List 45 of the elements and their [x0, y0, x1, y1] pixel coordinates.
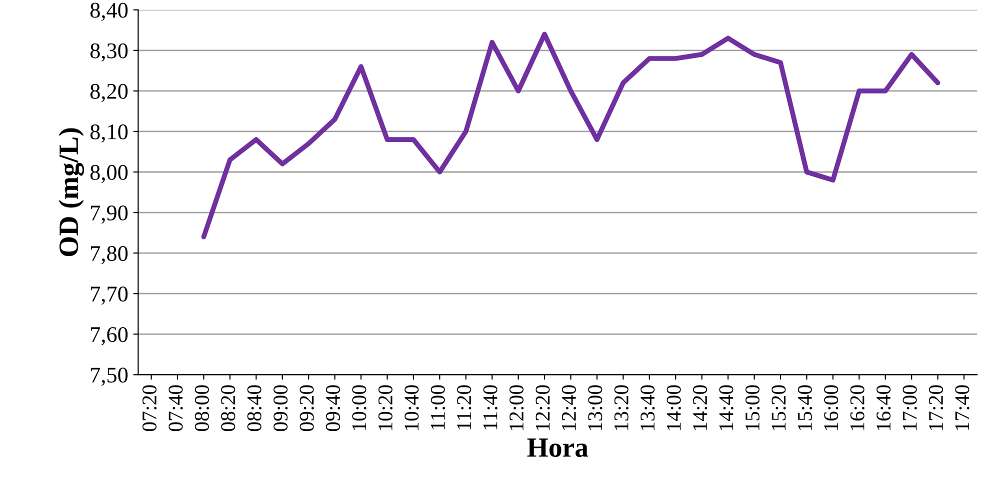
- x-tick-label: 17:20: [928, 385, 944, 430]
- x-tick-label: 09:00: [274, 385, 288, 432]
- x-tick-label: 15:00: [745, 385, 760, 430]
- x-tick-label: 16:00: [824, 385, 838, 430]
- x-tick-label: 10:40: [404, 385, 419, 430]
- x-tick-label: 17:00: [902, 385, 917, 430]
- x-tick-label: 11:00: [430, 385, 445, 430]
- x-tick-label: 14:40: [719, 385, 734, 430]
- x-tick-label: 13:40: [640, 385, 655, 430]
- x-tick-label: 16:20: [850, 385, 864, 430]
- x-tick-label: 09:20: [300, 385, 314, 432]
- x-tick-label: 12:00: [509, 385, 524, 430]
- x-tick-label: 07:40: [168, 385, 183, 432]
- x-tick-label: 15:20: [772, 385, 786, 430]
- x-tick-label: 12:40: [562, 385, 576, 430]
- x-tick-label: 12:20: [536, 385, 550, 430]
- x-tick-label: 14:20: [693, 385, 708, 430]
- x-axis-title: Hora: [527, 438, 588, 457]
- y-tick-label: 8,40: [90, 2, 128, 21]
- x-tick-label: 10:20: [378, 385, 393, 430]
- y-tick-label: 8,20: [90, 84, 128, 102]
- x-tick-label: 14:00: [666, 385, 681, 430]
- x-tick-label: 11:40: [483, 385, 498, 430]
- y-tick-label: 8,00: [90, 164, 128, 184]
- x-tick-label: 13:00: [588, 385, 602, 430]
- y-tick-label: 7,50: [91, 368, 128, 386]
- x-tick-label: 13:20: [614, 385, 629, 430]
- x-tick-label: 08:20: [221, 385, 236, 432]
- x-tick-label: 15:40: [798, 385, 812, 430]
- line-series: [201, 32, 940, 240]
- y-tick-label: 7,80: [91, 246, 128, 264]
- y-axis-title: OD (mg/L): [58, 128, 84, 256]
- y-tick-label: 7,90: [91, 205, 128, 224]
- x-tick-label: 09:40: [326, 385, 340, 432]
- x-tick-label: 17:40: [955, 385, 970, 430]
- x-tick-label: 08:40: [247, 385, 262, 432]
- y-tick-label: 8,30: [90, 43, 128, 62]
- x-tick-label: 07:20: [142, 385, 157, 432]
- x-tick-label: 11:20: [457, 385, 472, 430]
- x-tick-label: 16:40: [876, 385, 891, 430]
- y-tick-label: 8,10: [90, 124, 128, 143]
- x-tick-label: 10:00: [352, 385, 366, 430]
- y-tick-label: 7,70: [91, 286, 128, 305]
- x-tick-label: 08:00: [194, 385, 210, 432]
- y-tick-label: 7,60: [91, 327, 128, 346]
